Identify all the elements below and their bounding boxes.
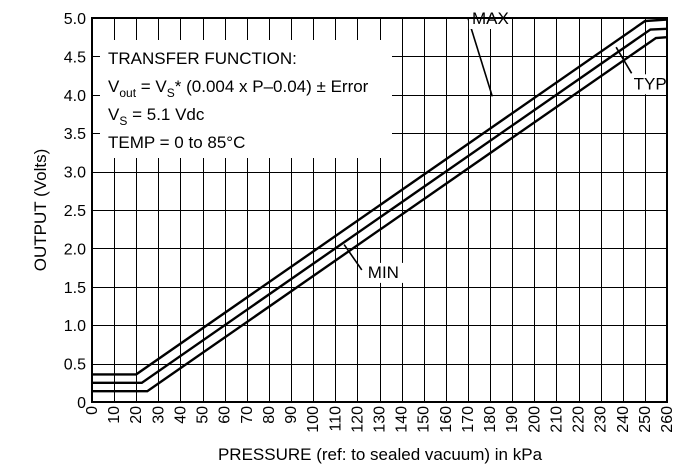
- y-tick-label: 1.0: [64, 318, 86, 335]
- x-tick-label: 240: [615, 406, 632, 433]
- x-tick-label: 210: [548, 406, 565, 433]
- x-tick-label: 0: [84, 406, 101, 415]
- y-tick-label: 4.5: [64, 49, 86, 66]
- callout-label-bg: [630, 74, 673, 95]
- x-tick-label: 130: [372, 406, 389, 433]
- x-tick-label: 150: [416, 406, 433, 433]
- x-tick-label: 60: [217, 406, 234, 424]
- y-tick-label: 2.0: [64, 241, 86, 258]
- transfer-function-box: [100, 40, 392, 158]
- x-tick-label: 250: [637, 406, 654, 433]
- plot-area-border: [91, 17, 668, 403]
- transfer-function-title: TRANSFER FUNCTION:: [108, 49, 297, 68]
- series-line-typ: [92, 27, 668, 384]
- x-tick-label: 190: [504, 406, 521, 433]
- callout-label-typ: TYP: [634, 74, 667, 93]
- x-tick-label: 120: [349, 406, 366, 433]
- x-tick-label: 160: [438, 406, 455, 433]
- x-tick-label: 170: [460, 406, 477, 433]
- x-tick-label: 220: [571, 406, 588, 433]
- x-tick-label: 50: [195, 406, 212, 424]
- y-tick-label: 5.0: [64, 11, 86, 28]
- x-axis-title: PRESSURE (ref: to sealed vacuum) in kPa: [218, 445, 543, 464]
- series-line-max: [92, 18, 668, 376]
- x-tick-label: 180: [482, 406, 499, 433]
- x-tick-label: 30: [150, 406, 167, 424]
- series-lines: [92, 18, 668, 393]
- supply-voltage-note: VS = 5.1 Vdc: [108, 105, 205, 128]
- callout-line-min: [343, 244, 363, 271]
- x-tick-label: 90: [283, 406, 300, 424]
- y-tick-label: 1.5: [64, 280, 86, 297]
- y-tick-labels: 0 0.5 1.0 1.5 2.0 2.5 3.0 3.5 4.0 4.5 5.0: [64, 11, 86, 412]
- x-tick-label: 20: [128, 406, 145, 424]
- x-tick-label: 140: [394, 406, 411, 433]
- y-tick-label: 4.0: [64, 88, 86, 105]
- x-tick-label: 200: [526, 406, 543, 433]
- callout-label-bg: [364, 262, 407, 283]
- x-tick-label: 10: [106, 406, 123, 424]
- callout-line-max: [467, 17, 494, 97]
- x-tick-label: 80: [261, 406, 278, 424]
- x-tick-label: 40: [172, 406, 189, 424]
- y-tick-label: 2.5: [64, 203, 86, 220]
- y-tick-label: 0.5: [64, 357, 86, 374]
- y-tick-label: 0: [77, 395, 86, 412]
- x-tick-label: 260: [659, 406, 676, 433]
- y-axis-title: OUTPUT (Volts): [31, 149, 50, 271]
- transfer-function-formula: Vout = VS* (0.004 x P–0.04) ± Error: [108, 77, 369, 100]
- x-tick-label: 70: [239, 406, 256, 424]
- y-tick-label: 3.5: [64, 126, 86, 143]
- temperature-note: TEMP = 0 to 85°C: [108, 133, 245, 152]
- y-tick-label: 3.0: [64, 165, 86, 182]
- callout-line-typ: [615, 46, 633, 74]
- x-tick-labels: 0 10 20 30 40 50 60 70 80 90 100 110 120 130 140 150 160…: [84, 406, 676, 433]
- x-tick-label: 100: [305, 406, 322, 433]
- series-line-min: [92, 36, 668, 393]
- callout-label-min: MIN: [368, 263, 399, 282]
- x-tick-label: 110: [327, 406, 344, 432]
- x-tick-label: 230: [593, 406, 610, 433]
